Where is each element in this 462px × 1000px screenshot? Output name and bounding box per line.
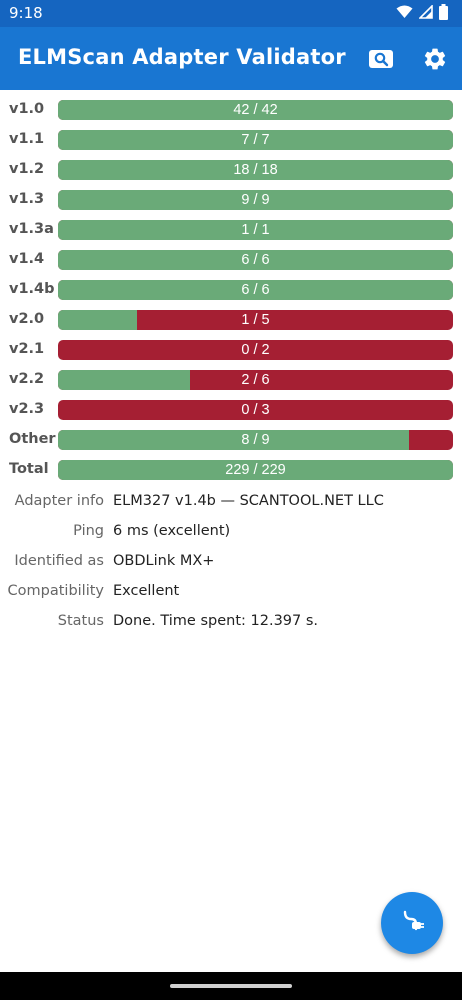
progress-bar: 18 / 18 <box>58 160 453 180</box>
progress-bar: 1 / 1 <box>58 220 453 240</box>
result-row-v1-1: v1.1 7 / 7 <box>0 125 462 155</box>
progress-text: 6 / 6 <box>241 252 270 268</box>
info-key: Identified as <box>14 553 104 569</box>
result-label: v2.0 <box>9 311 45 327</box>
progress-bar: 8 / 9 <box>58 430 453 450</box>
result-row-v1-3a: v1.3a 1 / 1 <box>0 215 462 245</box>
progress-bar: 9 / 9 <box>58 190 453 210</box>
progress-bar: 7 / 7 <box>58 130 453 150</box>
info-value: Done. Time spent: 12.397 s. <box>113 613 319 629</box>
status-time: 9:18 <box>9 4 43 22</box>
progress-text: 2 / 6 <box>241 372 270 388</box>
info-key: Compatibility <box>7 583 104 599</box>
info-value: OBDLink MX+ <box>113 553 215 569</box>
status-bar: 9:18 <box>0 0 462 27</box>
progress-bar: 42 / 42 <box>58 100 453 120</box>
result-row-v1-2: v1.2 18 / 18 <box>0 155 462 185</box>
result-label: v2.3 <box>9 401 45 417</box>
progress-text: 1 / 5 <box>241 312 270 328</box>
progress-text: 8 / 9 <box>241 432 270 448</box>
progress-text: 6 / 6 <box>241 282 270 298</box>
result-row-v1-4b: v1.4b 6 / 6 <box>0 275 462 305</box>
progress-fill <box>58 430 410 450</box>
signal-icon <box>418 4 433 23</box>
battery-icon <box>439 3 448 24</box>
wifi-icon <box>396 4 413 23</box>
progress-fill <box>58 100 453 120</box>
progress-fill <box>58 370 190 390</box>
result-row-v2-1: v2.1 0 / 2 <box>0 335 462 365</box>
info-adapter: Adapter info ELM327 v1.4b — SCANTOOL.NET… <box>0 487 462 517</box>
info-key: Status <box>57 613 104 629</box>
info-key: Ping <box>73 523 104 539</box>
progress-fill <box>58 160 453 180</box>
app-bar: ELMScan Adapter Validator <box>0 27 462 90</box>
progress-bar: 0 / 3 <box>58 400 453 420</box>
progress-text: 18 / 18 <box>233 162 278 178</box>
info-value: ELM327 v1.4b — SCANTOOL.NET LLC <box>113 493 384 509</box>
info-ping: Ping 6 ms (excellent) <box>0 517 462 547</box>
progress-bar: 0 / 2 <box>58 340 453 360</box>
plug-icon <box>399 908 425 938</box>
result-row-v2-0: v2.0 1 / 5 <box>0 305 462 335</box>
result-label: Total <box>9 461 49 477</box>
progress-text: 0 / 2 <box>241 342 270 358</box>
result-label: Other <box>9 431 56 447</box>
progress-text: 42 / 42 <box>233 102 278 118</box>
info-status: Status Done. Time spent: 12.397 s. <box>0 607 462 637</box>
progress-text: 7 / 7 <box>241 132 270 148</box>
connect-fab-button[interactable] <box>381 892 443 954</box>
result-row-v2-3: v2.3 0 / 3 <box>0 395 462 425</box>
navigation-bar <box>0 972 462 1000</box>
result-row-other: Other 8 / 9 <box>0 425 462 455</box>
progress-fill <box>58 310 137 330</box>
result-label: v1.4 <box>9 251 45 267</box>
gear-icon[interactable] <box>421 45 449 73</box>
progress-fill <box>58 220 453 240</box>
progress-fill <box>58 250 453 270</box>
result-row-v2-2: v2.2 2 / 6 <box>0 365 462 395</box>
progress-text: 0 / 3 <box>241 402 270 418</box>
app-title: ELMScan Adapter Validator <box>18 45 346 69</box>
result-row-total: Total 229 / 229 <box>0 455 462 485</box>
result-row-v1-0: v1.0 42 / 42 <box>0 95 462 125</box>
progress-text: 229 / 229 <box>225 462 286 478</box>
progress-bar: 1 / 5 <box>58 310 453 330</box>
progress-fill <box>58 130 453 150</box>
progress-bar: 6 / 6 <box>58 280 453 300</box>
progress-fill <box>58 460 453 480</box>
info-value: Excellent <box>113 583 180 599</box>
result-label: v2.2 <box>9 371 45 387</box>
result-label: v2.1 <box>9 341 45 357</box>
progress-bar: 2 / 6 <box>58 370 453 390</box>
result-label: v1.3 <box>9 191 45 207</box>
info-value: 6 ms (excellent) <box>113 523 231 539</box>
progress-fill <box>58 280 453 300</box>
progress-bar: 6 / 6 <box>58 250 453 270</box>
info-key: Adapter info <box>14 493 104 509</box>
result-label: v1.2 <box>9 161 45 177</box>
search-icon[interactable] <box>367 45 395 73</box>
home-gesture-handle[interactable] <box>170 984 292 988</box>
progress-text: 9 / 9 <box>241 192 270 208</box>
info-identified: Identified as OBDLink MX+ <box>0 547 462 577</box>
info-compatibility: Compatibility Excellent <box>0 577 462 607</box>
result-row-v1-4: v1.4 6 / 6 <box>0 245 462 275</box>
progress-fill <box>58 190 453 210</box>
result-label: v1.1 <box>9 131 45 147</box>
progress-bar: 229 / 229 <box>58 460 453 480</box>
result-label: v1.0 <box>9 101 45 117</box>
progress-text: 1 / 1 <box>241 222 270 238</box>
result-label: v1.3a <box>9 221 54 237</box>
result-row-v1-3: v1.3 9 / 9 <box>0 185 462 215</box>
result-label: v1.4b <box>9 281 55 297</box>
